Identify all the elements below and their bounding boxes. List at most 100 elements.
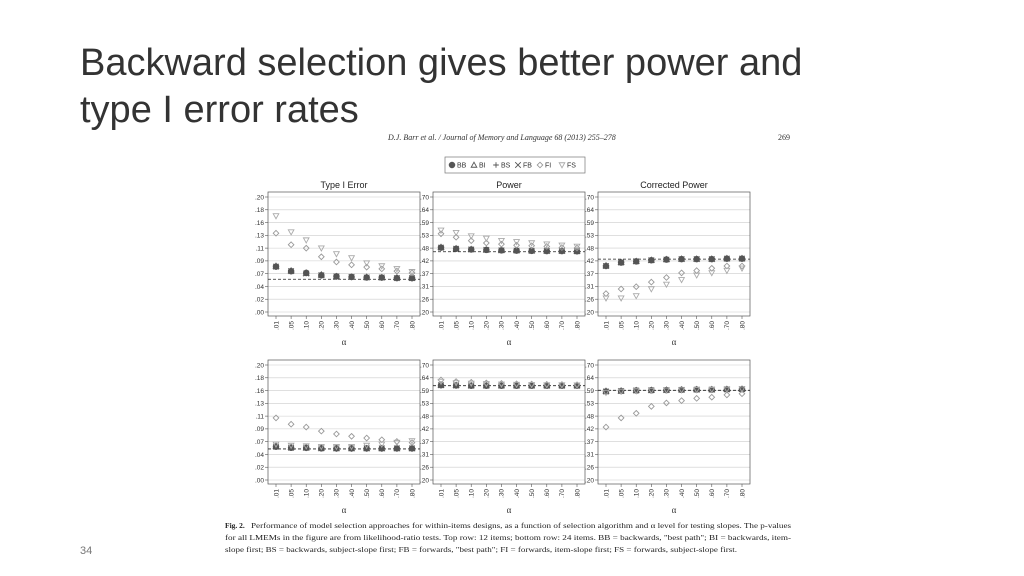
data-point [498,247,505,254]
data-point [513,241,520,249]
x-tick-label: .10 [304,321,311,330]
data-point [497,238,506,245]
y-tick-label: .42 [585,426,594,433]
legend-marker [493,162,499,168]
data-point [663,274,670,281]
y-tick-label: .59 [420,220,429,227]
y-tick-label: .20 [255,194,264,201]
y-tick-label: .20 [585,477,594,484]
data-point [347,255,356,262]
data-point [543,243,551,250]
data-point [602,262,610,270]
data-point [558,244,566,252]
y-tick-label: .42 [420,258,429,265]
data-point [378,263,386,270]
x-tick-label: .60 [379,321,386,330]
x-axis-label: α [672,337,677,347]
x-tick-label: .20 [319,321,326,330]
data-point [573,243,581,251]
y-tick-label: .31 [420,284,429,291]
data-point [633,258,640,265]
data-point [393,445,401,452]
x-tick-label: .80 [574,321,581,330]
data-point [573,244,581,252]
legend-label: BI [479,163,486,170]
data-point [708,393,716,401]
chart-title: Type I Error [320,180,367,190]
x-tick-label: .60 [544,489,551,498]
data-point [573,382,581,389]
data-point [708,386,716,394]
data-point [483,246,490,254]
legend-marker [448,161,456,169]
data-point [738,262,746,270]
data-point [272,229,280,237]
chart-title: Power [496,180,522,190]
legend-label: FI [545,163,551,170]
y-tick-label: .11 [255,413,264,420]
data-point [272,213,280,220]
y-tick-label: .53 [585,401,594,408]
x-tick-label: .05 [618,321,625,330]
data-point [317,245,325,252]
data-point [287,268,295,275]
y-tick-label: .04 [255,284,264,291]
x-tick-label: .30 [499,321,506,330]
data-point [302,244,310,252]
x-tick-label: .20 [319,489,326,498]
slide-title: Backward selection gives better power an… [80,42,802,84]
figure-header: D.J. Barr et al. / Journal of Memory and… [387,133,616,142]
y-tick-label: .20 [420,477,429,484]
plot-frame [267,359,421,485]
data-point [677,277,686,284]
y-tick-label: .26 [585,297,594,304]
y-tick-label: .13 [255,401,264,408]
data-point [662,387,671,395]
legend-marker [514,161,522,169]
legend-marker [470,161,478,168]
data-point [647,402,655,410]
data-point [378,441,386,449]
x-tick-label: .01 [438,489,445,498]
data-point [663,399,670,407]
data-point [602,423,610,431]
x-tick-label: .05 [453,489,460,498]
y-tick-label: .70 [585,362,594,369]
data-point [348,273,355,281]
data-point [632,388,640,395]
data-point [662,281,671,289]
data-point [512,239,521,246]
y-tick-label: .26 [585,465,594,472]
x-tick-label: .01 [438,321,445,330]
data-point [482,239,490,247]
data-point [617,259,625,266]
y-tick-label: .42 [585,258,594,265]
data-point [708,255,715,263]
legend-marker [558,162,566,169]
data-point [348,432,355,440]
x-tick-label: .40 [514,489,521,498]
legend-label: FB [523,163,532,170]
x-tick-label: .70 [559,489,566,498]
data-point [303,270,310,277]
data-point [723,267,731,275]
x-tick-label: .70 [724,321,731,330]
x-tick-label: .40 [679,489,686,498]
data-point [632,293,640,300]
data-point [617,388,625,396]
y-tick-label: .53 [585,233,594,240]
data-point [452,233,460,241]
x-tick-label: .40 [349,489,356,498]
y-tick-label: .09 [255,258,264,265]
legend-label: FS [567,163,576,170]
y-tick-label: .04 [255,452,264,459]
data-point [363,274,370,281]
plot-frame [267,191,421,317]
x-tick-label: .80 [739,489,746,498]
y-tick-label: .07 [255,439,264,446]
data-point [452,229,460,237]
plot-frame [432,359,586,485]
y-tick-label: .07 [255,271,264,278]
y-tick-label: .20 [420,309,429,316]
